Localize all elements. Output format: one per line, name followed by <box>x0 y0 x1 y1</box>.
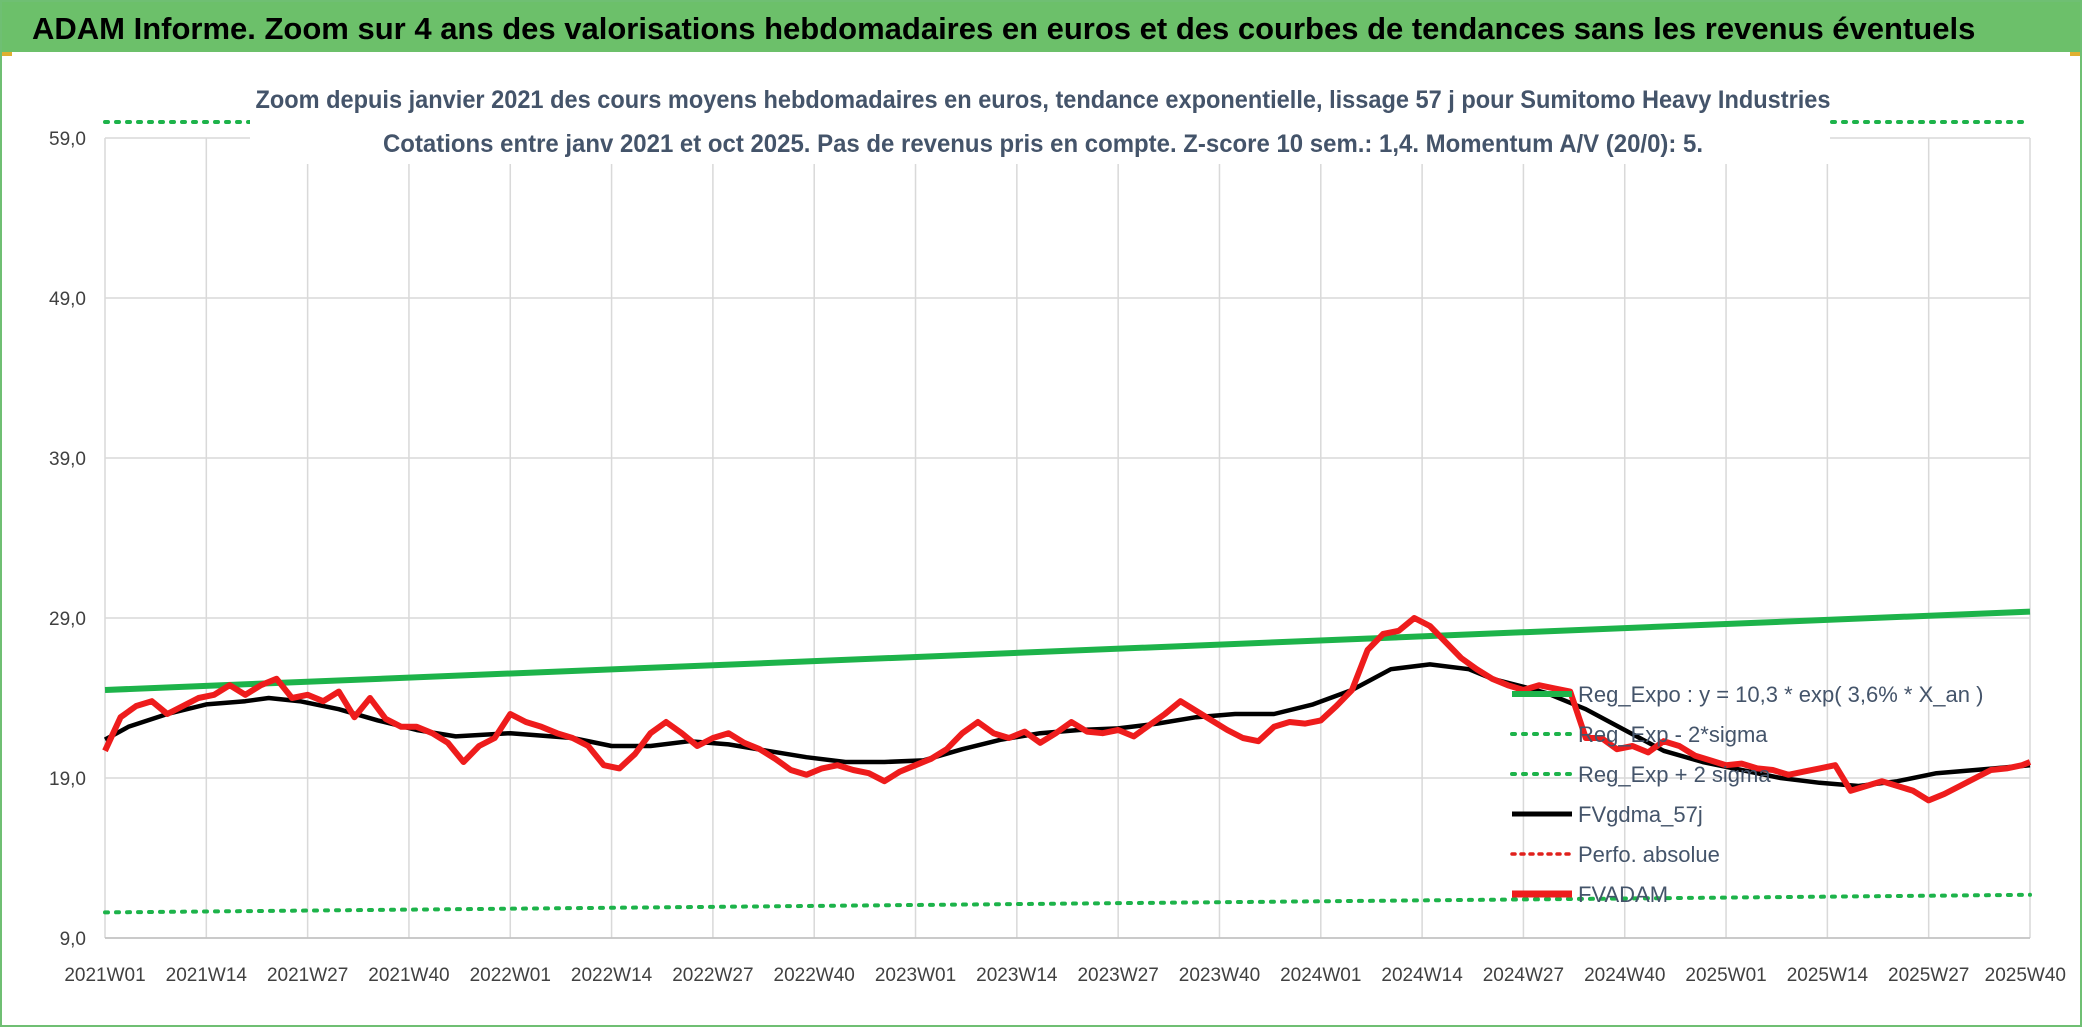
x-tick-label: 2022W01 <box>470 965 551 986</box>
corner-accent-left <box>2 52 12 56</box>
x-tick-label: 2023W01 <box>875 965 956 986</box>
x-tick-label: 2021W14 <box>166 965 248 986</box>
chart-series <box>102 120 2032 915</box>
x-tick-label: 2025W14 <box>1787 965 1869 986</box>
y-tick-label: 39,0 <box>49 449 86 470</box>
x-tick-label: 2021W40 <box>368 965 449 986</box>
chart-legend: Reg_Expo : y = 10,3 * exp( 3,6% * X_an )… <box>1510 682 1983 907</box>
series-fvadam-line <box>102 615 2032 804</box>
chart-title-background <box>250 80 1830 164</box>
x-tick-label: 2025W27 <box>1888 965 1969 986</box>
legend-label-fvadam: FVADAM <box>1578 882 1668 907</box>
y-tick-label: 59,0 <box>49 129 86 150</box>
x-tick-label: 2021W01 <box>64 965 145 986</box>
y-tick-label: 29,0 <box>49 609 86 630</box>
legend-label-perfo: Perfo. absolue <box>1578 842 1720 867</box>
x-tick-label: 2023W40 <box>1179 965 1260 986</box>
x-tick-label: 2025W40 <box>1985 965 2066 986</box>
chart-title-line2: Cotations entre janv 2021 et oct 2025. P… <box>383 130 1703 158</box>
legend-label-fvgdma: FVgdma_57j <box>1578 802 1703 827</box>
chart-title-line1: Zoom depuis janvier 2021 des cours moyen… <box>256 86 1831 114</box>
x-tick-label: 2022W40 <box>774 965 855 986</box>
x-tick-label: 2024W40 <box>1584 965 1665 986</box>
x-tick-label: 2022W14 <box>571 965 653 986</box>
x-axis-tick-labels: 2021W01 2021W14 2021W27 2021W40 2022W01 2022W… <box>64 965 2066 986</box>
x-tick-label: 2024W14 <box>1381 965 1463 986</box>
legend-label-reg_minus: Reg_Exp - 2*sigma <box>1578 722 1768 747</box>
x-tick-label: 2023W27 <box>1077 965 1158 986</box>
series-reg-expo-line <box>104 608 2031 693</box>
x-tick-label: 2024W01 <box>1280 965 1361 986</box>
x-tick-label: 2024W27 <box>1483 965 1564 986</box>
series-reg-exp-minus-2sigma-line <box>103 892 2032 915</box>
x-tick-label: 2022W27 <box>672 965 753 986</box>
x-tick-label: 2025W01 <box>1685 965 1766 986</box>
corner-accent-right <box>2070 52 2080 56</box>
y-tick-label: 49,0 <box>49 289 86 310</box>
chart-gridlines <box>104 137 2031 939</box>
legend-label-reg_plus: Reg_Exp + 2 sigma <box>1578 762 1771 787</box>
x-tick-label: 2021W27 <box>267 965 348 986</box>
y-tick-label: 19,0 <box>49 769 86 790</box>
y-tick-label: 9,0 <box>60 929 86 950</box>
legend-label-reg_expo: Reg_Expo : y = 10,3 * exp( 3,6% * X_an ) <box>1578 682 1983 707</box>
x-tick-label: 2023W14 <box>976 965 1058 986</box>
report-banner-title: ADAM Informe. Zoom sur 4 ans des valoris… <box>2 2 2080 52</box>
y-axis-tick-labels: 9,0 19,0 29,0 39,0 49,0 59,0 <box>49 129 86 950</box>
